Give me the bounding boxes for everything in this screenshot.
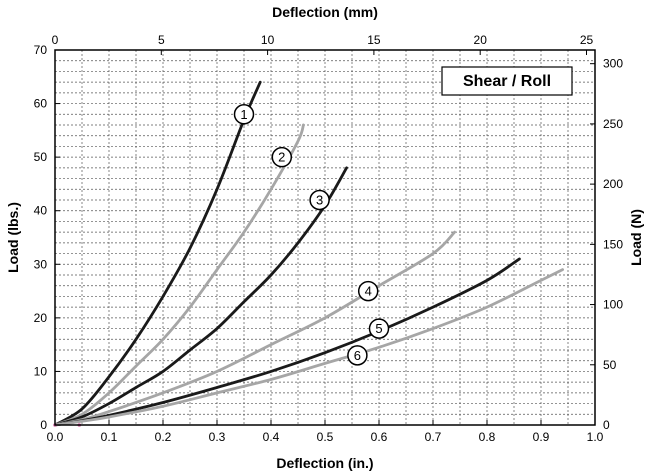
series-marker-label-1: 1: [240, 107, 247, 122]
y-tick-label-right: 150: [603, 237, 623, 251]
series-marker-circle-1: [233, 104, 255, 125]
x-tick-label-bottom: 0.5: [317, 430, 334, 444]
y-tick-label-right: 300: [603, 57, 623, 71]
x-tick-label-bottom: 0.8: [479, 430, 496, 444]
x-tick-label-bottom: 0.7: [425, 430, 442, 444]
series-marker-label-6: 6: [354, 348, 361, 363]
y-tick-label-right: 200: [603, 177, 623, 191]
y-tick-label-right: 250: [603, 117, 623, 131]
y-tick-label-left: 50: [34, 150, 48, 164]
y-tick-label-left: 60: [34, 97, 48, 111]
x-tick-label-top: 15: [367, 33, 381, 47]
y-tick-label-left: 20: [34, 311, 48, 325]
x-tick-label-top: 10: [261, 33, 275, 47]
chart-title: Shear / Roll: [463, 73, 551, 90]
y-tick-label-left: 10: [34, 364, 48, 378]
series-marker-circle-2: [271, 146, 293, 168]
series-marker-circle-6: [347, 345, 368, 366]
series-line-2: [53, 123, 305, 427]
x-tick-label-bottom: 0.9: [533, 430, 550, 444]
x-tick-label-bottom: 0.4: [263, 430, 280, 444]
y-tick-label-right: 100: [603, 298, 623, 312]
y-axis-title-right: Load (N): [628, 209, 644, 266]
x-axis-title-bottom: Deflection (in.): [276, 455, 373, 471]
series-line-3: [53, 166, 348, 427]
axis-ticks: 0.0 0.1 0.2 0.3 0.4 0.5 0.6 0.7 0.8 0.9 1.00 5 10 15 2…: [34, 33, 624, 444]
x-tick-label-top: 5: [158, 33, 165, 47]
x-tick-label-bottom: 0.0: [47, 430, 64, 444]
series-marker-label-5: 5: [375, 321, 382, 336]
x-tick-label-bottom: 1.0: [587, 430, 604, 444]
series-line-4: [53, 230, 456, 427]
x-axis-title-top: Deflection (mm): [272, 4, 378, 20]
x-tick-label-bottom: 0.6: [371, 430, 388, 444]
x-tick-label-bottom: 0.2: [155, 430, 172, 444]
series-lines: [53, 80, 564, 427]
series-marker-circle-3: [309, 189, 330, 211]
x-tick-label-bottom: 0.1: [101, 430, 118, 444]
x-tick-label-top: 20: [474, 33, 488, 47]
series-line-1: [53, 80, 262, 427]
y-tick-label-right: 50: [603, 358, 617, 372]
y-tick-label-left: 0: [40, 418, 47, 432]
y-tick-label-left: 70: [34, 43, 48, 57]
series-line-5: [53, 257, 521, 427]
series-marker-label-3: 3: [316, 193, 323, 208]
series-markers: 1 2 3 4 56: [233, 104, 390, 366]
series-line-6: [53, 268, 564, 427]
series-marker-circle-4: [357, 280, 379, 302]
series-marker-circle-5: [368, 318, 390, 339]
y-tick-label-left: 30: [34, 257, 48, 271]
x-tick-label-bottom: 0.3: [209, 430, 226, 444]
title-box-frame: [441, 66, 573, 96]
y-tick-label-right: 0: [603, 418, 610, 432]
series-marker-label-4: 4: [365, 284, 372, 299]
x-tick-label-top: 0: [52, 33, 59, 47]
y-axis-title-left: Load (lbs.): [5, 202, 21, 273]
series-marker-label-2: 2: [278, 150, 285, 165]
grid: [55, 50, 595, 425]
title-box: Shear / Roll: [441, 66, 573, 96]
x-tick-label-top: 25: [580, 33, 594, 47]
y-tick-label-left: 40: [34, 204, 48, 218]
